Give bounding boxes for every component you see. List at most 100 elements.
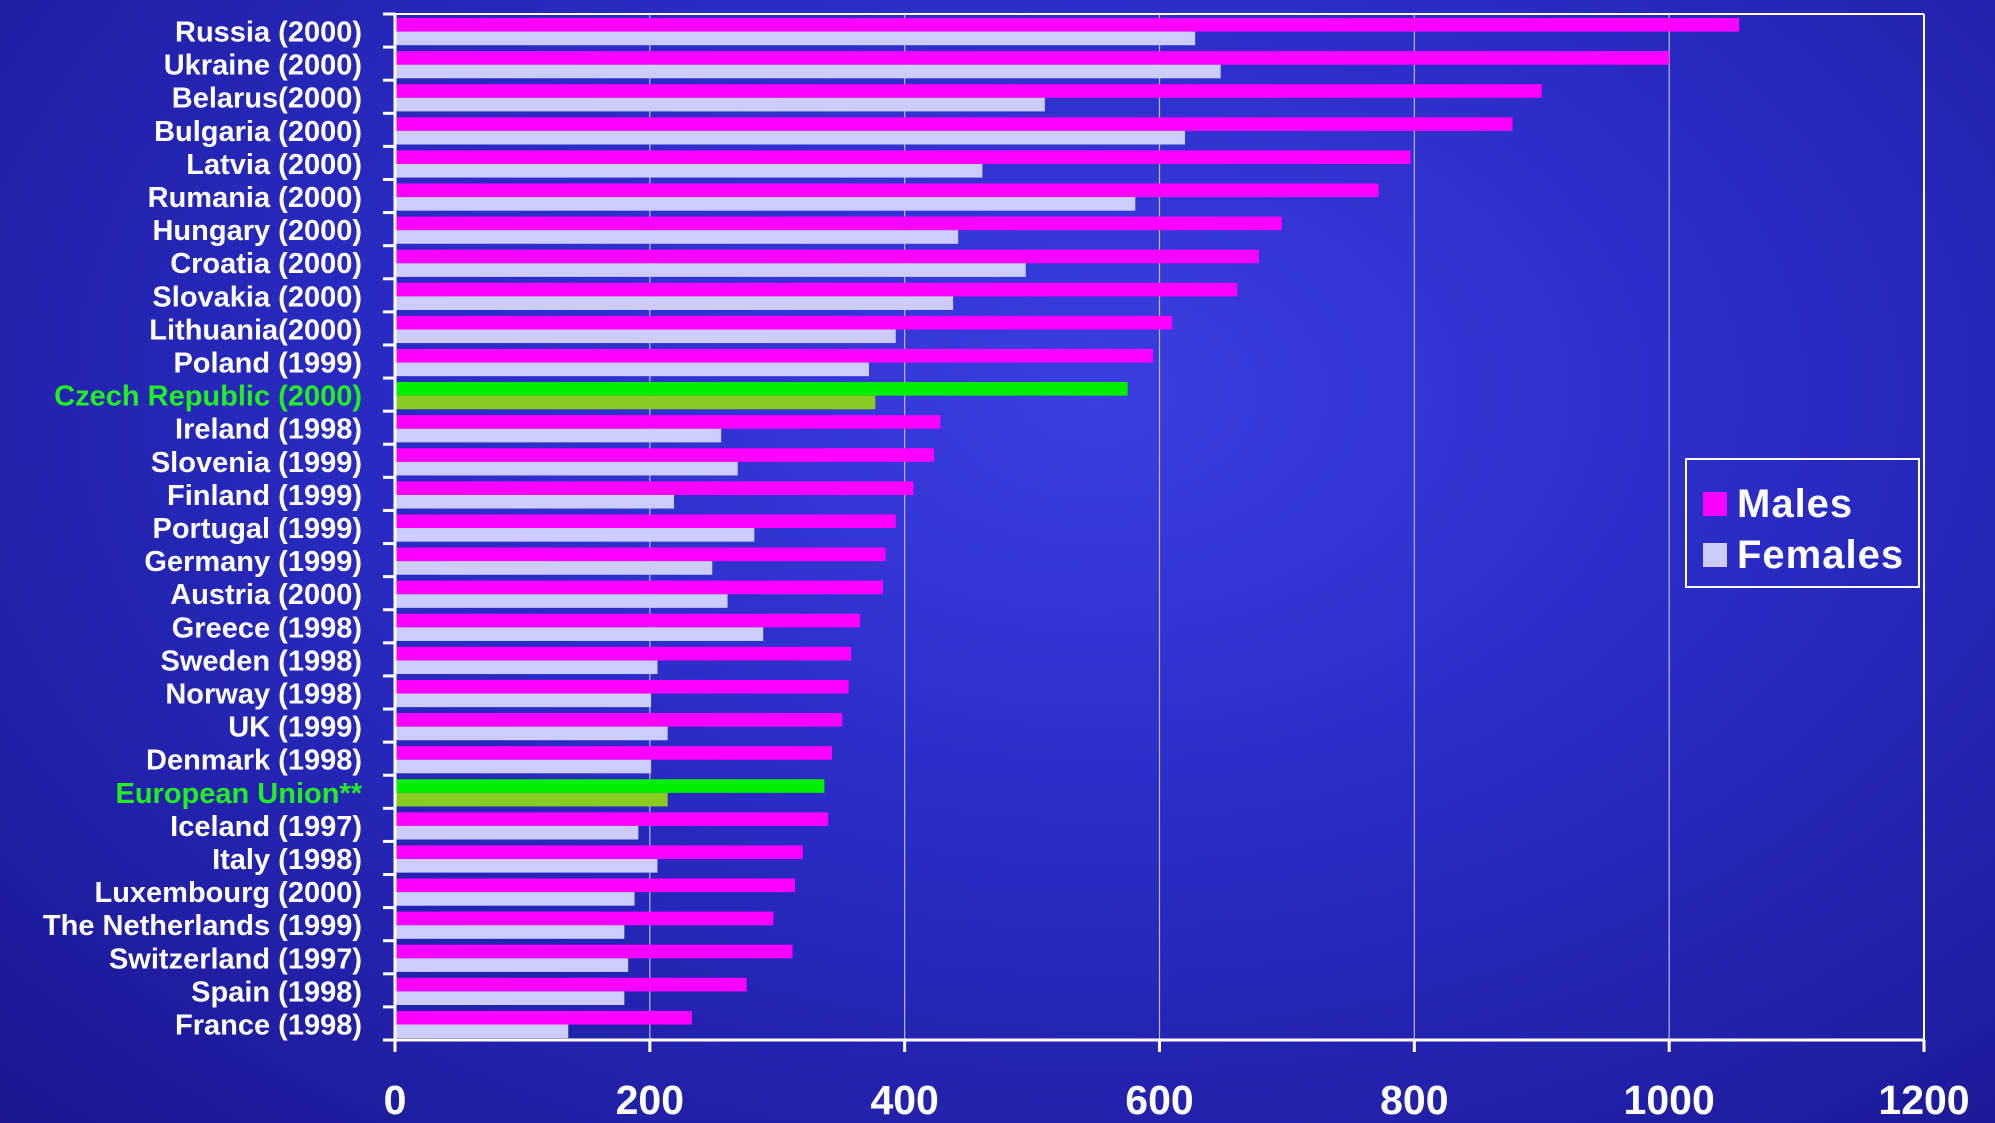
x-tick-label: 600 [1125,1077,1193,1123]
legend-item-females: Females [1703,532,1905,577]
bar-females [395,130,1185,145]
category-label: Iceland (1997) [170,811,362,843]
bar-females [395,825,639,840]
bar-males [395,18,1740,32]
bar-males [395,448,934,462]
bar-females [395,263,1026,277]
bar-females [395,958,629,972]
x-tick-label: 1000 [1624,1077,1715,1123]
bar-males [395,977,747,992]
category-label: Portugal (1999) [153,513,363,545]
bar-females [395,925,625,939]
category-label: Austria (2000) [170,579,362,611]
legend-label-males: Males [1737,481,1854,526]
category-label: Czech Republic (2000) [54,381,362,413]
bar-females [395,64,1221,79]
bar-males [395,911,774,926]
category-label: Denmark (1998) [146,745,362,777]
bar-females [395,726,668,741]
bar-females [395,461,738,476]
bar-males [395,779,825,793]
bar-females [395,163,983,178]
bar-females [395,892,635,906]
bar-males [395,117,1513,131]
bar-females [395,792,668,807]
bar-females [395,759,652,774]
category-label: Finland (1999) [167,480,362,512]
legend-swatch-females [1703,543,1727,567]
category-label: Sweden (1998) [161,645,362,677]
bar-females [395,362,869,377]
bar-males [395,282,1238,297]
bar-males [395,514,896,529]
bar-females [395,97,1045,112]
category-label: Spain (1998) [191,976,362,1008]
bar-females [395,561,713,575]
bar-females [395,428,722,443]
category-label: Poland (1999) [173,348,362,380]
category-label: Russia (2000) [175,17,362,49]
category-label: Luxembourg (2000) [95,877,363,909]
category-label: Bulgaria (2000) [154,116,362,148]
legend: Males Females [1685,458,1920,588]
bar-males [395,249,1259,264]
bar-females [395,859,658,873]
category-label: Norway (1998) [165,678,362,710]
category-label: Slovenia (1999) [151,447,362,479]
bar-females [395,395,876,410]
bar-females [395,494,675,509]
category-label: Ireland (1998) [175,414,362,446]
bar-males [395,183,1379,198]
category-label: Rumania (2000) [148,182,362,214]
bar-males [395,348,1154,363]
bar-males [395,580,884,595]
bar-males [395,845,803,860]
bar-males [395,481,914,495]
bar-males [395,84,1542,98]
bar-males [395,150,1411,164]
category-label: Belarus(2000) [172,83,362,115]
bar-males [395,1010,692,1025]
legend-label-females: Females [1737,532,1905,577]
bar-females [395,31,1196,46]
category-label: Italy (1998) [212,844,362,876]
category-label: UK (1999) [228,712,362,744]
category-label: Switzerland (1997) [109,943,362,975]
legend-swatch-males [1703,492,1727,516]
x-tick-label: 800 [1380,1077,1448,1123]
category-label: France (1998) [175,1009,362,1041]
bar-males [395,415,941,429]
bar-females [395,329,896,344]
bar-males [395,646,852,661]
bar-males [395,812,829,826]
bar-females [395,230,959,244]
bar-males [395,944,793,959]
legend-item-males: Males [1703,481,1854,526]
category-label: European Union** [115,778,362,810]
category-label: Germany (1999) [144,546,362,578]
category-label: Ukraine (2000) [164,50,362,82]
bar-females [395,594,728,608]
bar-males [395,547,886,562]
category-label: Hungary (2000) [152,215,362,247]
category-label: Croatia (2000) [170,248,362,280]
x-tick-label: 200 [616,1077,684,1123]
bar-males [395,216,1282,231]
bar-males [395,679,849,694]
category-label: The Netherlands (1999) [43,910,362,942]
bar-males [395,315,1173,330]
bar-females [395,528,755,542]
bar-males [395,878,796,893]
bar-females [395,693,652,708]
x-tick-label: 0 [384,1077,407,1123]
bar-females [395,1024,569,1039]
bar-males [395,613,861,628]
bar-females [395,627,764,641]
x-tick-label: 400 [870,1077,938,1123]
bar-males [395,746,833,760]
category-label: Greece (1998) [172,612,362,644]
bar-males [395,382,1128,396]
bar-females [395,991,625,1006]
bar-females [395,197,1136,211]
